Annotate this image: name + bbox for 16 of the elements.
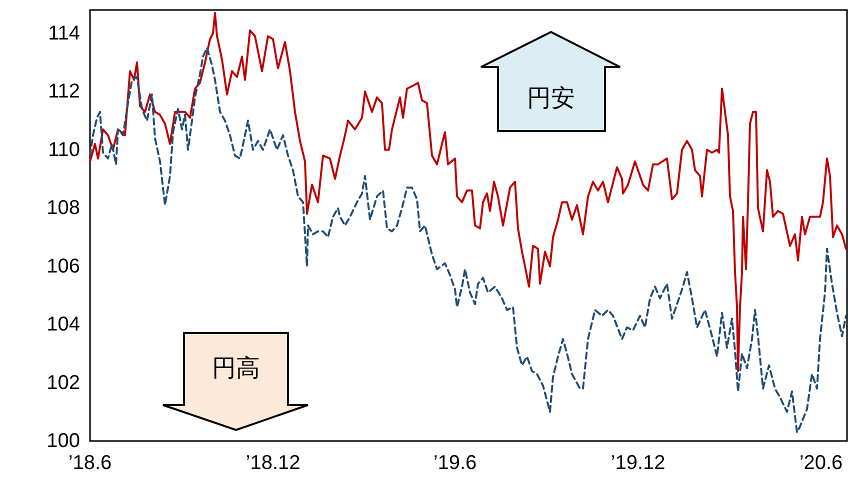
line-series [89, 46, 847, 434]
x-tick-label: ’20.6 [799, 452, 843, 474]
x-tick-label: ’19.12 [610, 452, 666, 474]
annotation: 円安 [527, 83, 575, 114]
y-tick-label: 102 [46, 372, 80, 394]
y-tick-label: 100 [46, 430, 80, 452]
x-tick-label: ’18.6 [68, 452, 112, 474]
y-tick-label: 114 [48, 22, 80, 44]
y-tick-label: 110 [48, 138, 80, 161]
y-tick-label: 108 [46, 197, 80, 220]
y-tick-label: 112 [48, 80, 80, 103]
y-tick-label: 104 [46, 314, 80, 336]
x-tick-label: ’18.12 [246, 452, 300, 474]
x-tick-label: ’19.6 [433, 452, 477, 474]
y-tick-label: 106 [46, 255, 80, 278]
annotation: 円高 [212, 353, 260, 384]
